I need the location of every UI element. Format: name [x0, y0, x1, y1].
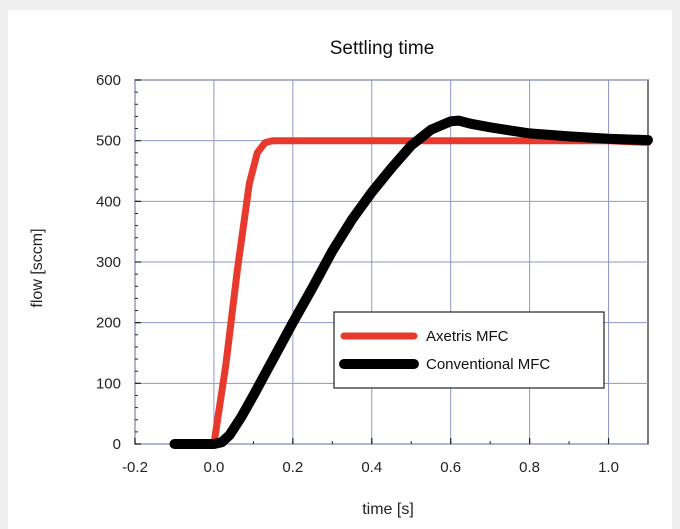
legend: Axetris MFC Conventional MFC	[333, 311, 605, 389]
x-tick-label: 0.6	[440, 459, 461, 476]
series-line-conventional	[169, 115, 653, 449]
x-tick-label: 0.2	[282, 459, 303, 476]
x-tick-label: 0.8	[519, 459, 540, 476]
y-tick-label: 500	[96, 133, 121, 150]
data-series	[169, 115, 653, 449]
legend-label: Axetris MFC	[426, 328, 509, 345]
x-axis-label: time [s]	[362, 501, 414, 518]
y-tick-label: 300	[96, 254, 121, 271]
y-axis-label: flow [sccm]	[29, 228, 46, 307]
y-tick-label: 0	[113, 436, 121, 453]
x-tick-label: 0.4	[361, 459, 382, 476]
chart-title: Settling time	[330, 38, 435, 59]
y-tick-label: 400	[96, 193, 121, 210]
y-tick-label: 600	[96, 72, 121, 89]
y-tick-label: 200	[96, 315, 121, 332]
legend-box	[333, 311, 605, 389]
x-tick-label: 0.0	[203, 459, 224, 476]
x-tick-label: 1.0	[598, 459, 619, 476]
chart-card: Settling time -0.2 0.0 0.2 0.4 0.6 0.8 1.0 0 100…	[8, 10, 672, 529]
series-line-axetris	[210, 137, 652, 448]
x-tick-label: -0.2	[122, 459, 148, 476]
legend-label: Conventional MFC	[426, 356, 550, 373]
axis-ticks: -0.2 0.0 0.2 0.4 0.6 0.8 1.0 0 100 200 300 400 500 60…	[96, 72, 649, 476]
y-tick-label: 100	[96, 375, 121, 392]
settling-time-chart: Settling time -0.2 0.0 0.2 0.4 0.6 0.8 1.0 0 100…	[29, 38, 653, 518]
